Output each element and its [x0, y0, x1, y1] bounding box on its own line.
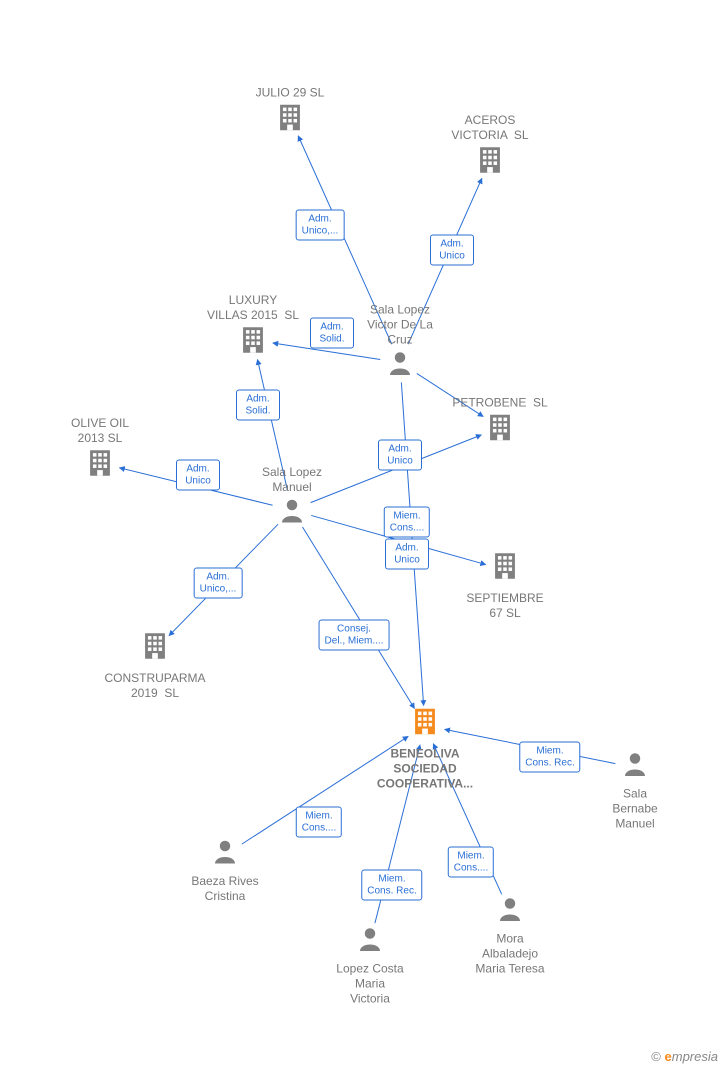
person-node-mora[interactable]: Mora Albaladejo Maria Teresa — [450, 894, 570, 977]
company-node-julio29[interactable]: JULIO 29 SL — [230, 82, 350, 139]
copyright-symbol: © — [651, 1049, 661, 1064]
node-label: JULIO 29 SL — [230, 86, 350, 101]
node-label: Mora Albaladejo Maria Teresa — [450, 932, 570, 977]
person-node-victor[interactable]: Sala Lopez Victor De La Cruz — [340, 299, 460, 382]
company-node-petrobene[interactable]: PETROBENE SL — [440, 392, 560, 449]
edge-label-manuel-oliveoil: Adm. Unico — [176, 460, 220, 491]
edge-label-lopezcosta-beneoliva: Miem. Cons. Rec. — [361, 870, 422, 901]
node-label: ACEROS VICTORIA SL — [430, 113, 550, 143]
edge-label-manuel-beneoliva: Consej. Del., Miem.... — [319, 620, 390, 651]
edge-label-baeza-beneoliva: Miem. Cons.... — [296, 807, 342, 838]
person-node-baeza[interactable]: Baeza Rives Cristina — [165, 836, 285, 904]
edge-label-sala_bernabe-beneoliva: Miem. Cons. Rec. — [519, 742, 580, 773]
node-label: BENEOLIVA SOCIEDAD COOPERATIVA... — [365, 747, 485, 792]
edge-label-manuel-septiembre: Adm. Unico — [385, 539, 429, 570]
node-label: CONSTRUPARMA 2019 SL — [95, 671, 215, 701]
node-label: Sala Bernabe Manuel — [575, 787, 695, 832]
node-label: PETROBENE SL — [440, 396, 560, 411]
edge-label-victor-petrobene: Adm. Unico — [378, 440, 422, 471]
brand-first-letter: e — [665, 1049, 672, 1064]
edge-label-manuel-construparma: Adm. Unico,... — [194, 568, 243, 599]
company-node-septiembre[interactable]: SEPTIEMBRE 67 SL — [445, 549, 565, 621]
edge-label-mora-beneoliva: Miem. Cons.... — [448, 847, 494, 878]
company-node-construparma[interactable]: CONSTRUPARMA 2019 SL — [95, 629, 215, 701]
node-label: Sala Lopez Victor De La Cruz — [340, 303, 460, 348]
edge-label-manuel-luxury: Adm. Solid. — [236, 390, 280, 421]
edge-label-victor-beneoliva: Miem. Cons.... — [384, 507, 430, 538]
watermark: © empresia — [651, 1049, 718, 1064]
person-node-sala_bernabe[interactable]: Sala Bernabe Manuel — [575, 749, 695, 832]
company-node-oliveoil[interactable]: OLIVE OIL 2013 SL — [40, 412, 160, 484]
node-label: Baeza Rives Cristina — [165, 874, 285, 904]
company-node-aceros[interactable]: ACEROS VICTORIA SL — [430, 109, 550, 181]
node-label: OLIVE OIL 2013 SL — [40, 416, 160, 446]
brand-rest: mpresia — [672, 1049, 718, 1064]
edge-label-victor-julio29: Adm. Unico,... — [296, 210, 345, 241]
person-node-manuel[interactable]: Sala Lopez Manuel — [232, 461, 352, 529]
company-node-beneoliva[interactable]: BENEOLIVA SOCIEDAD COOPERATIVA... — [365, 705, 485, 792]
node-label: Lopez Costa Maria Victoria — [310, 962, 430, 1007]
edge-label-victor-luxury: Adm. Solid. — [310, 318, 354, 349]
node-label: SEPTIEMBRE 67 SL — [445, 591, 565, 621]
network-diagram: JULIO 29 SL ACEROS VICTORIA SL LUXURY VI… — [0, 0, 728, 1070]
node-label: Sala Lopez Manuel — [232, 465, 352, 495]
company-node-luxury[interactable]: LUXURY VILLAS 2015 SL — [193, 289, 313, 361]
node-label: LUXURY VILLAS 2015 SL — [193, 293, 313, 323]
edges-layer — [0, 0, 728, 1070]
person-node-lopezcosta[interactable]: Lopez Costa Maria Victoria — [310, 924, 430, 1007]
edge-label-victor-aceros: Adm. Unico — [430, 235, 474, 266]
